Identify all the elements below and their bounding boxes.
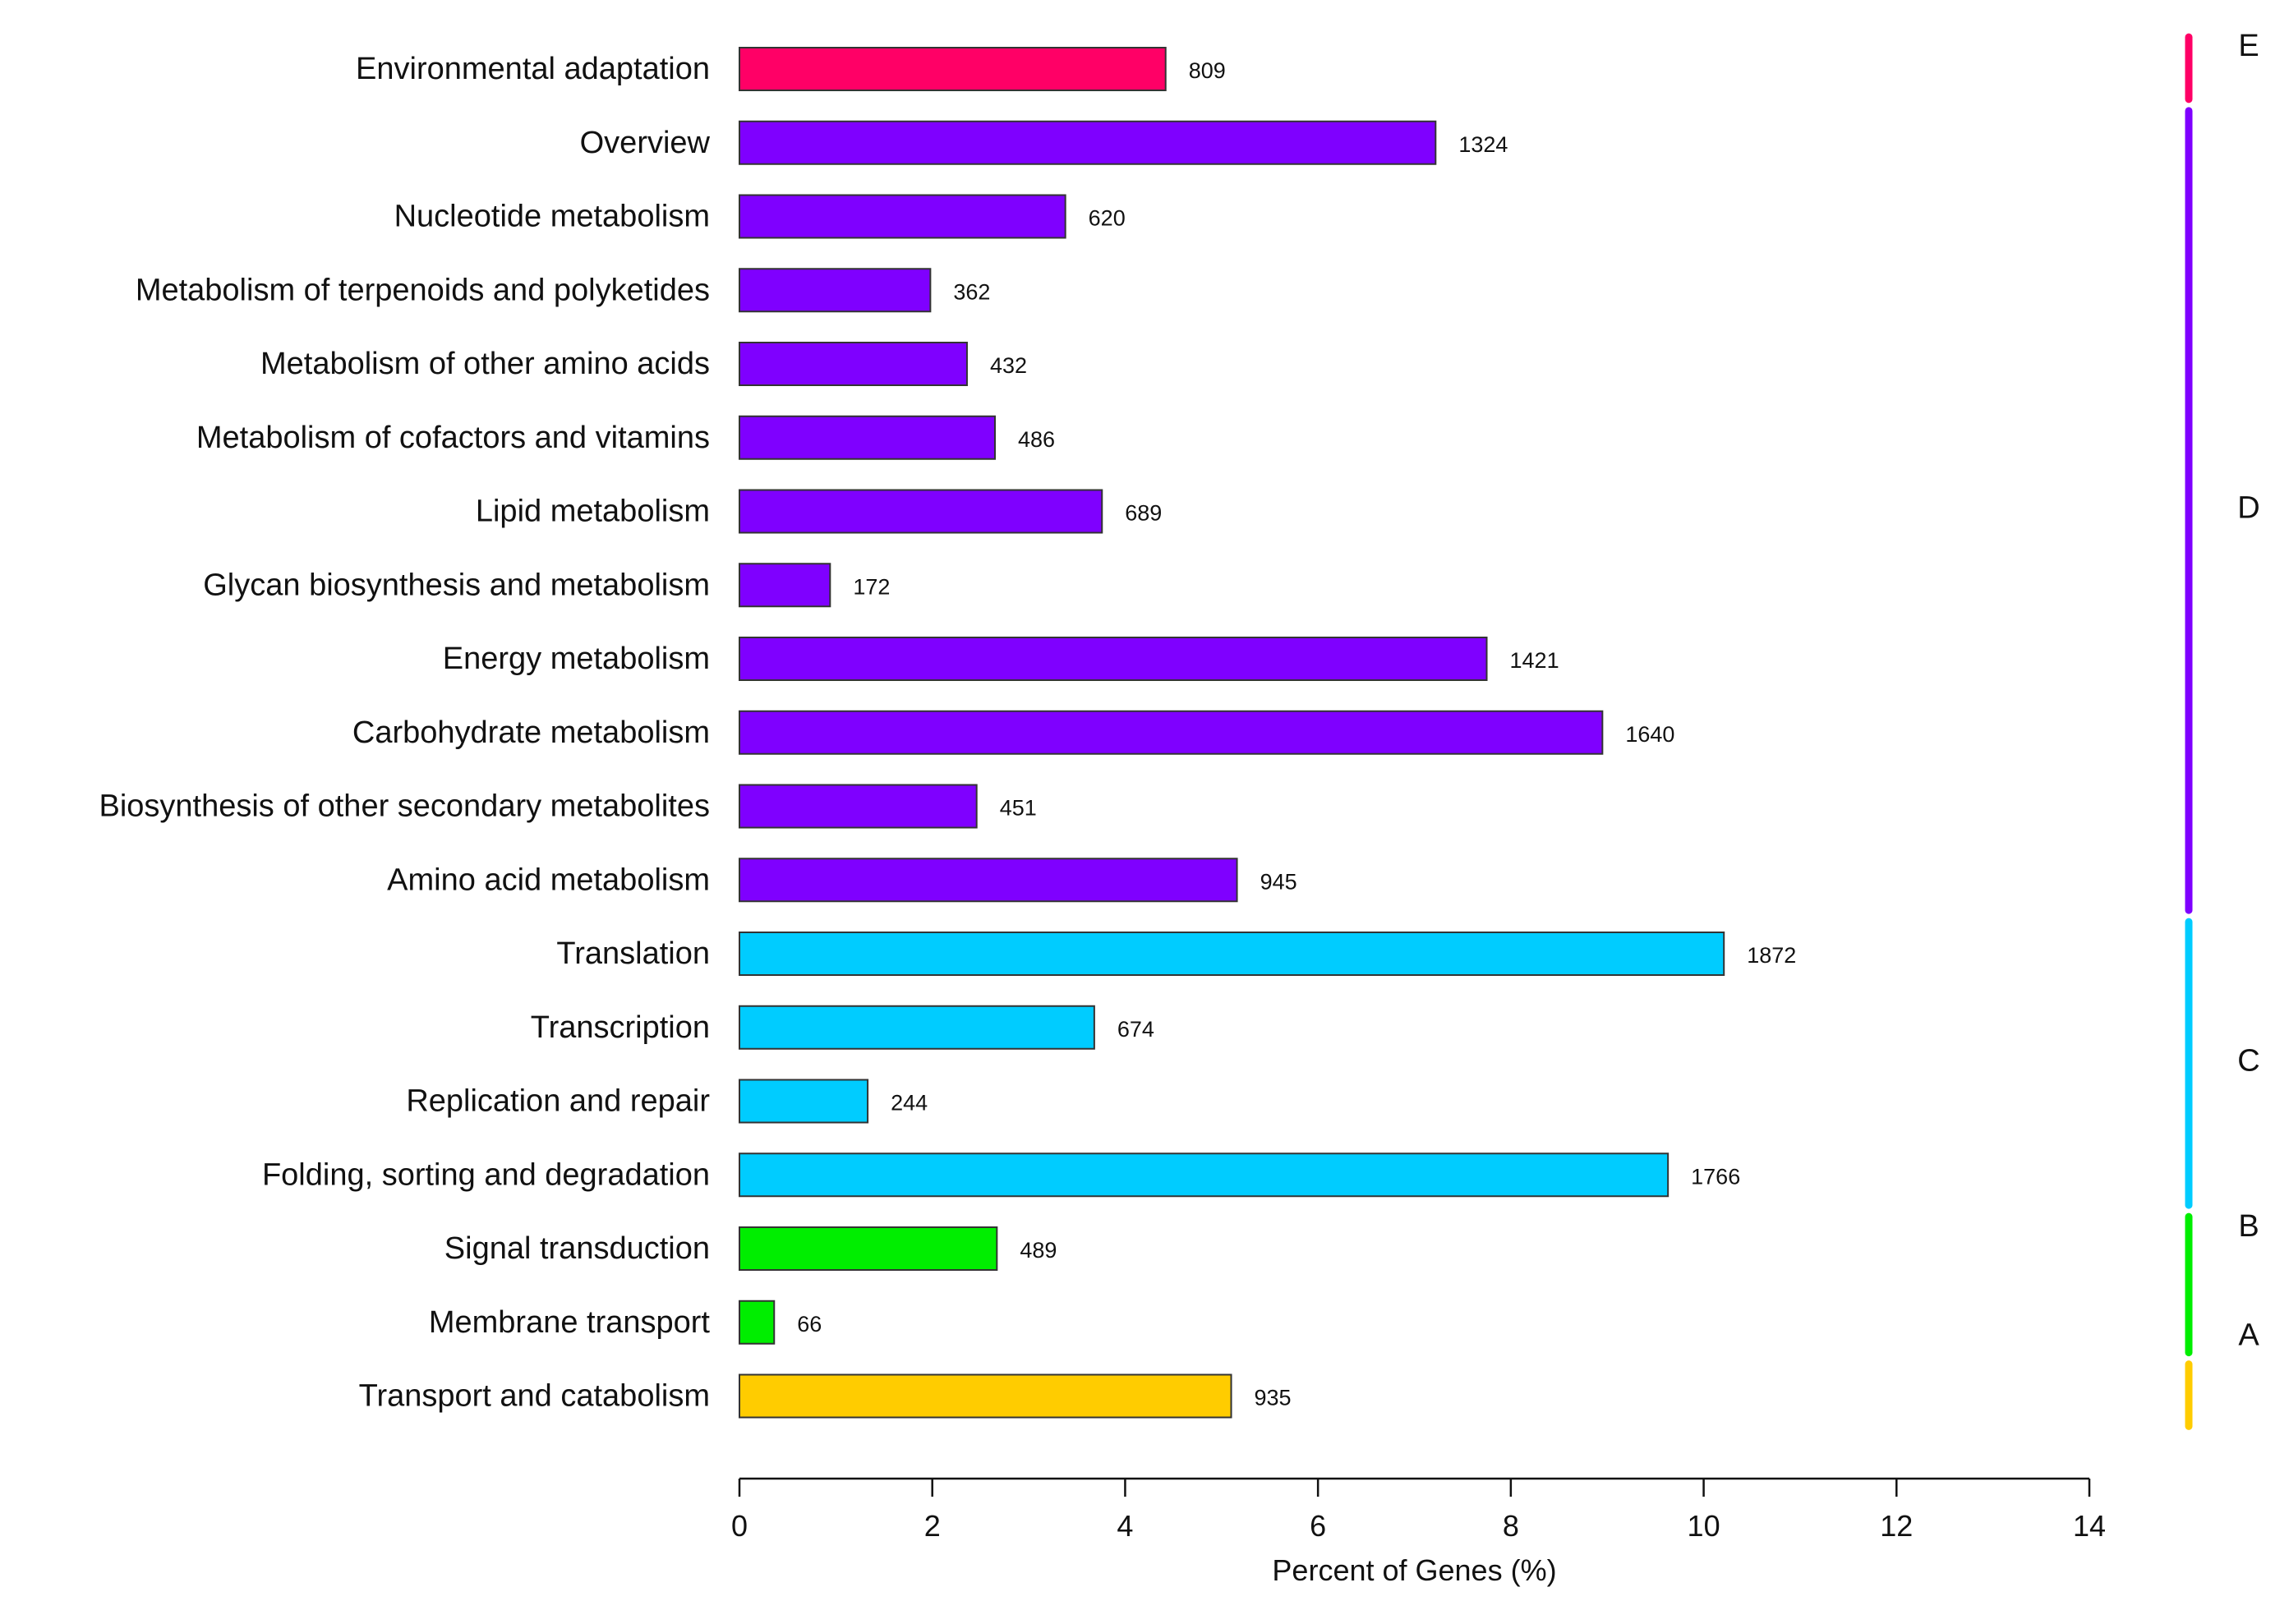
bar xyxy=(739,784,978,829)
category-label: Environmental adaptation xyxy=(356,52,710,86)
category-label: Metabolism of other amino acids xyxy=(260,347,710,381)
x-tick-label: 0 xyxy=(731,1509,748,1543)
x-tick-label: 6 xyxy=(1310,1509,1326,1543)
value-label: 244 xyxy=(891,1091,928,1116)
category-label: Metabolism of cofactors and vitamins xyxy=(196,421,710,455)
category-label: Membrane transport xyxy=(429,1305,711,1340)
category-label: Carbohydrate metabolism xyxy=(352,715,710,750)
x-tick-label: 14 xyxy=(2073,1509,2106,1543)
value-labels: 809 1324 620 362 432 486 689 172 1421 1640 451 945 1… xyxy=(797,58,1796,1410)
category-label: Glycan biosynthesis and metabolism xyxy=(203,568,710,602)
bar xyxy=(739,415,996,460)
value-label: 451 xyxy=(1000,796,1037,821)
bar xyxy=(739,637,1488,681)
value-label: 620 xyxy=(1089,206,1126,231)
bars xyxy=(739,47,1725,1419)
bar xyxy=(739,120,1437,165)
bar xyxy=(739,47,1167,91)
bar xyxy=(739,1079,869,1124)
value-label: 689 xyxy=(1125,501,1162,526)
group-letter: D xyxy=(2237,491,2259,526)
x-tick-label: 8 xyxy=(1503,1509,1519,1543)
bar xyxy=(739,1226,998,1271)
value-label: 362 xyxy=(953,279,990,304)
value-label: 172 xyxy=(853,574,890,599)
x-tick-label: 12 xyxy=(1880,1509,1913,1543)
group-letter: E xyxy=(2238,29,2259,63)
value-label: 1640 xyxy=(1625,722,1674,747)
bar xyxy=(739,1373,1232,1419)
x-tick-label: 10 xyxy=(1688,1509,1720,1543)
value-label: 809 xyxy=(1189,58,1226,83)
value-label: 1324 xyxy=(1458,132,1508,157)
value-label: 489 xyxy=(1020,1238,1057,1263)
value-label: 1421 xyxy=(1510,648,1559,673)
category-label: Translation xyxy=(556,936,710,971)
category-label: Signal transduction xyxy=(444,1231,710,1266)
value-label: 935 xyxy=(1255,1386,1292,1410)
category-label: Transcription xyxy=(531,1010,710,1045)
x-tick-label: 4 xyxy=(1117,1509,1133,1543)
bar xyxy=(739,1005,1095,1050)
category-label: Nucleotide metabolism xyxy=(394,200,710,234)
value-label: 674 xyxy=(1117,1017,1154,1042)
category-label: Lipid metabolism xyxy=(476,495,710,529)
bar xyxy=(739,563,831,608)
x-axis-title: Percent of Genes (%) xyxy=(1272,1553,1556,1587)
value-label: 432 xyxy=(990,353,1027,378)
value-label: 1872 xyxy=(1747,943,1796,968)
bar xyxy=(739,1300,776,1345)
group-letter: A xyxy=(2238,1318,2259,1353)
value-label: 945 xyxy=(1260,869,1297,894)
bar xyxy=(739,194,1066,239)
group-letter: B xyxy=(2238,1209,2259,1244)
value-label: 486 xyxy=(1018,427,1055,452)
group-legend: E D C B A xyxy=(2185,29,2260,1430)
category-label: Energy metabolism xyxy=(443,642,710,676)
category-label: Biosynthesis of other secondary metaboli… xyxy=(99,789,710,824)
category-label: Metabolism of terpenoids and polyketides xyxy=(136,273,710,307)
bar xyxy=(739,858,1238,903)
value-label: 66 xyxy=(797,1312,822,1336)
bar xyxy=(739,1152,1670,1198)
x-tick-label: 2 xyxy=(924,1509,941,1543)
category-label: Amino acid metabolism xyxy=(387,863,710,897)
bar xyxy=(739,489,1103,534)
category-label: Replication and repair xyxy=(406,1084,710,1119)
category-labels: Environmental adaptation Overview Nucleoti… xyxy=(99,52,710,1414)
bar xyxy=(739,932,1725,976)
bar xyxy=(739,268,932,313)
category-label: Folding, sorting and degradation xyxy=(262,1157,710,1192)
value-label: 1766 xyxy=(1691,1164,1740,1189)
x-axis: 0 2 4 6 8 10 12 14 xyxy=(731,1477,2106,1543)
group-letter: C xyxy=(2237,1044,2259,1079)
category-label: Overview xyxy=(580,126,711,160)
bar xyxy=(739,710,1604,755)
category-label: Transport and catabolism xyxy=(359,1379,710,1414)
bar xyxy=(739,342,968,386)
